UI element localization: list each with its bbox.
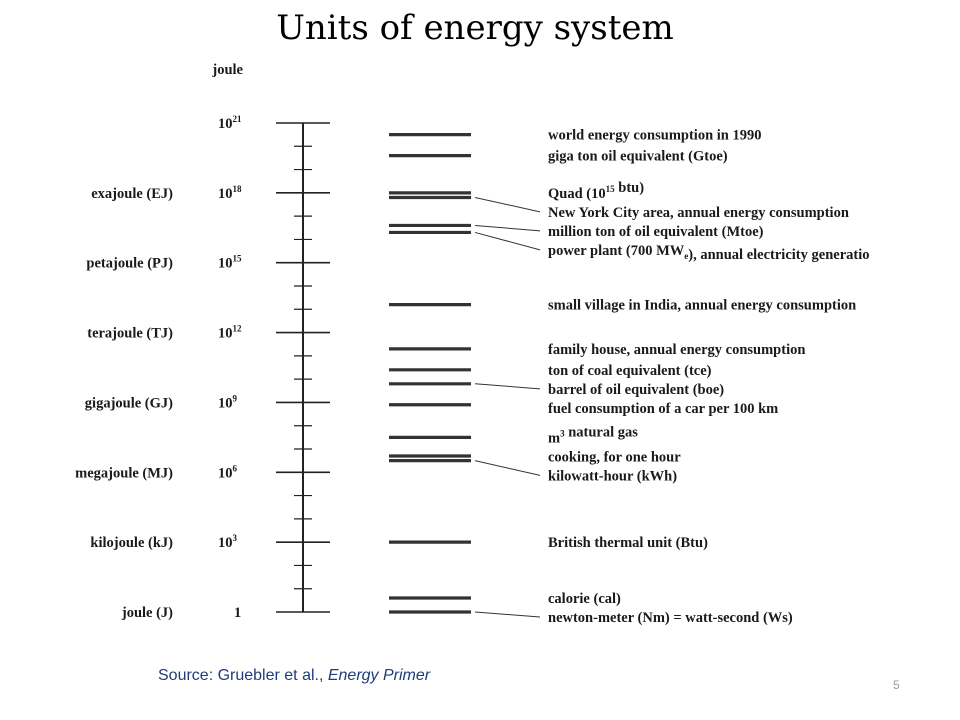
example-label: newton-meter (Nm) = watt-second (Ws): [548, 610, 793, 626]
source-citation: Source: Gruebler et al., Energy Primer: [158, 667, 430, 685]
example-label: ton of coal equivalent (tce): [548, 363, 712, 379]
leader-line: [474, 197, 541, 213]
leader-line: [474, 611, 541, 618]
slide-title: Units of energy system: [276, 8, 674, 48]
example-label: calorie (cal): [548, 591, 621, 607]
example-label: power plant (700 MWe), annual electricit…: [548, 243, 869, 263]
example-label: British thermal unit (Btu): [548, 535, 708, 551]
power-of-ten-label: 103: [218, 533, 238, 551]
power-of-ten-label: 106: [218, 463, 238, 481]
page-number: 5: [893, 678, 900, 692]
unit-name-label: petajoule (PJ): [86, 256, 173, 272]
leader-line: [474, 460, 541, 476]
leader-line: [474, 231, 541, 251]
example-label: giga ton oil equivalent (Gtoe): [548, 149, 728, 165]
leader-line: [474, 224, 541, 232]
example-label: barrel of oil equivalent (boe): [548, 382, 724, 398]
power-of-ten-label: 1018: [218, 184, 242, 202]
example-label: New York City area, annual energy consum…: [548, 205, 849, 221]
power-of-ten-label: 1021: [218, 114, 242, 132]
example-label: m3 natural gas: [548, 424, 638, 446]
unit-name-label: exajoule (EJ): [91, 186, 173, 202]
example-label: fuel consumption of a car per 100 km: [548, 401, 778, 417]
example-label: Quad (1015 btu): [548, 180, 644, 202]
axis-header: joule: [211, 62, 243, 78]
unit-name-label: terajoule (TJ): [87, 326, 173, 342]
power-of-ten-label: 1012: [218, 324, 242, 342]
unit-name-label: megajoule (MJ): [75, 465, 173, 481]
power-of-ten-label: 1015: [218, 254, 242, 272]
example-label: cooking, for one hour: [548, 449, 681, 465]
example-label: kilowatt-hour (kWh): [548, 468, 677, 484]
power-of-ten-label: 1: [234, 605, 241, 621]
power-of-ten-label: 109: [218, 393, 238, 411]
example-label: family house, annual energy consumption: [548, 342, 805, 358]
unit-name-label: kilojoule (kJ): [90, 535, 173, 551]
source-title: Energy Primer: [327, 667, 431, 684]
example-label: world energy consumption in 1990: [548, 128, 762, 144]
example-label: million ton of oil equivalent (Mtoe): [548, 224, 764, 240]
unit-name-label: gigajoule (GJ): [85, 395, 173, 411]
unit-name-label: joule (J): [121, 605, 173, 621]
leader-line: [474, 383, 541, 390]
source-prefix: Source: Gruebler et al.,: [158, 667, 328, 684]
example-label: small village in India, annual energy co…: [548, 298, 856, 314]
